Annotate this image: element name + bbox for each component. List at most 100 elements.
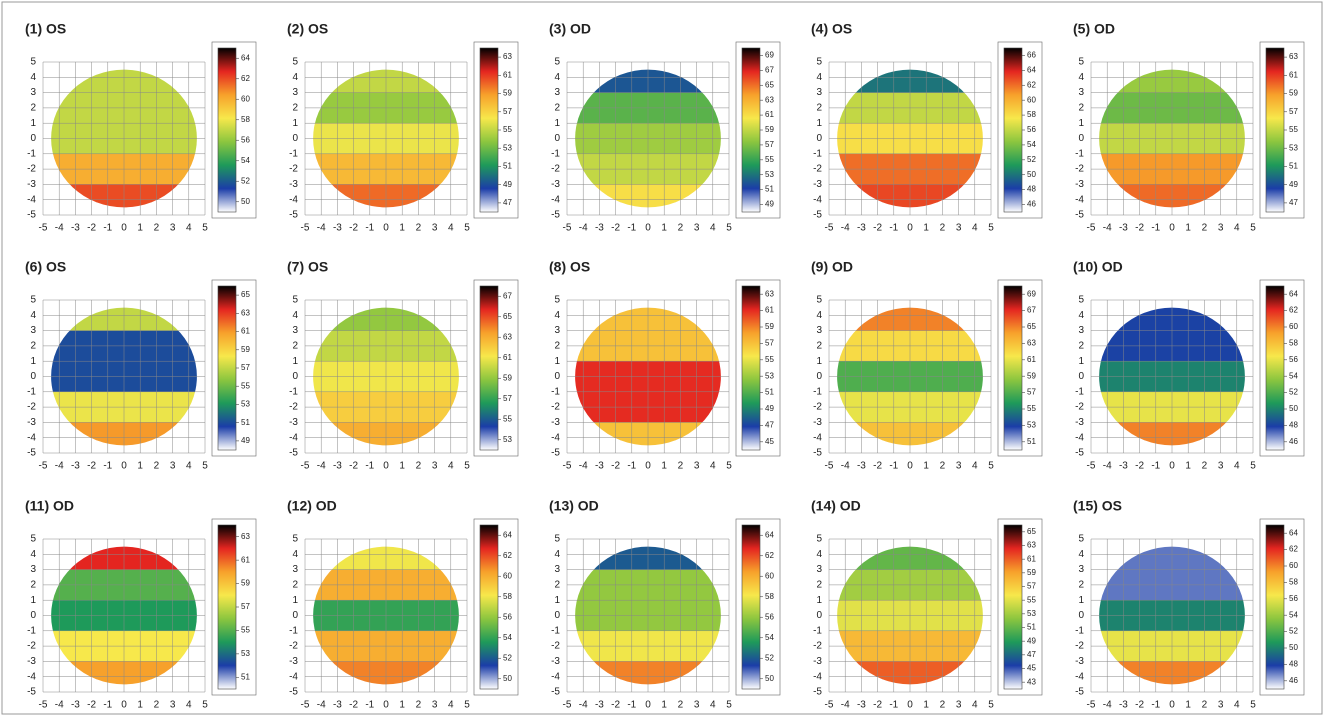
colorbar-tick-label: 67 [765,65,774,74]
x-tick-label: 1 [137,223,143,234]
y-tick-label: 4 [554,310,560,321]
x-tick-label: 2 [678,700,684,711]
y-tick-label: -5 [27,210,36,221]
colorbar-tick-label: 49 [765,200,774,209]
colorbar-tick-label: 54 [1027,140,1036,149]
x-tick-label: -4 [841,223,850,234]
colorbar-tick-label: 55 [1027,595,1036,604]
y-tick-label: -1 [551,625,560,636]
x-tick-label: -5 [39,461,48,472]
x-tick-label: 0 [1169,461,1175,472]
x-tick-label: 3 [694,700,700,711]
x-tick-label: -1 [1151,700,1160,711]
colorbar-tick-label: 61 [765,110,774,119]
y-tick-label: 3 [816,325,822,336]
x-tick-label: 4 [1234,700,1240,711]
y-tick-label: 4 [30,310,36,321]
x-tick-label: 3 [1218,461,1224,472]
y-tick-label: 1 [292,356,298,367]
colorbar-tick-label: 58 [1289,339,1298,348]
colorbar-tick-label: 57 [503,394,512,403]
x-tick-label: -1 [627,223,636,234]
y-tick-label: -2 [813,402,822,413]
x-tick-label: 3 [694,223,700,234]
y-tick-label: -5 [27,448,36,459]
y-tick-label: 2 [30,580,36,591]
x-tick-label: 4 [448,700,454,711]
colorbar-tick-label: 51 [241,418,250,427]
x-tick-label: 5 [202,223,208,234]
y-tick-label: -2 [289,402,298,413]
colorbar-tick-label: 54 [1289,371,1298,380]
y-tick-label: -5 [813,687,822,698]
x-tick-label: 5 [464,700,470,711]
y-tick-label: 5 [292,295,298,306]
x-tick-label: 2 [154,223,160,234]
y-tick-label: 4 [816,549,822,560]
colorbar [741,47,761,213]
x-tick-label: -1 [627,700,636,711]
x-tick-label: 0 [1169,700,1175,711]
colorbar-tick-label: 54 [241,156,250,165]
y-tick-label: -4 [1075,194,1084,205]
x-tick-label: -1 [365,461,374,472]
colorbar [1003,47,1023,213]
y-tick-label: 3 [292,564,298,575]
colorbar-tick-label: 57 [1027,582,1036,591]
y-tick-label: -3 [27,179,36,190]
y-tick-label: -5 [1075,448,1084,459]
x-tick-label: 5 [726,223,732,234]
colorbar-box [211,279,257,457]
y-tick-label: 0 [30,133,36,144]
x-tick-label: -5 [1087,223,1096,234]
x-tick-label: -3 [71,223,80,234]
x-tick-label: -3 [333,700,342,711]
y-tick-label: 0 [30,610,36,621]
x-tick-label: 3 [956,700,962,711]
x-tick-label: -1 [103,700,112,711]
x-tick-label: 0 [1169,223,1175,234]
x-tick-label: 4 [1234,461,1240,472]
y-tick-label: 5 [1078,57,1084,68]
y-tick-label: 0 [1078,133,1084,144]
colorbar-tick-label: 60 [241,94,250,103]
colorbar-tick-label: 69 [1027,289,1036,298]
y-tick-label: -4 [289,432,298,443]
x-tick-label: 2 [940,461,946,472]
colorbar-tick-label: 50 [503,674,512,683]
y-tick-label: 2 [1078,103,1084,114]
colorbar [741,524,761,690]
x-tick-label: 4 [710,700,716,711]
y-tick-label: 1 [816,118,822,129]
panel-title: (13) OD [549,498,599,514]
y-tick-label: 0 [554,371,560,382]
colorbar-tick-label: 55 [241,381,250,390]
y-tick-label: 0 [1078,371,1084,382]
colorbar-tick-label: 59 [765,125,774,134]
x-tick-label: -4 [317,461,326,472]
y-tick-label: -5 [289,210,298,221]
x-tick-label: -2 [349,461,358,472]
colorbar-tick-label: 51 [1027,623,1036,632]
colorbar-tick-label: 58 [1027,110,1036,119]
y-tick-label: -5 [289,687,298,698]
colorbar-tick-label: 51 [503,162,512,171]
y-tick-label: 2 [554,341,560,352]
y-tick-label: 4 [292,310,298,321]
x-tick-label: -4 [317,223,326,234]
y-tick-label: 4 [1078,310,1084,321]
colorbar-tick-label: 63 [1027,541,1036,550]
x-tick-label: -2 [87,223,96,234]
x-tick-label: -2 [87,700,96,711]
y-tick-label: -2 [27,641,36,652]
y-tick-label: -2 [551,641,560,652]
x-tick-label: 5 [202,461,208,472]
colorbar-tick-label: 53 [241,400,250,409]
y-tick-label: -3 [1075,179,1084,190]
y-tick-label: -2 [1075,164,1084,175]
panel: (6) OS-5 -4 -3 -2 -1 0 1 2 3 4 5-5-4-3-2-101234549… [25,259,257,472]
x-tick-label: -2 [1135,700,1144,711]
panel: (13) OD-5 -4 -3 -2 -1 0 1 2 3 4 5-5-4-3-2-10123455… [549,498,781,711]
x-tick-label: -3 [857,461,866,472]
x-tick-label: 4 [972,461,978,472]
